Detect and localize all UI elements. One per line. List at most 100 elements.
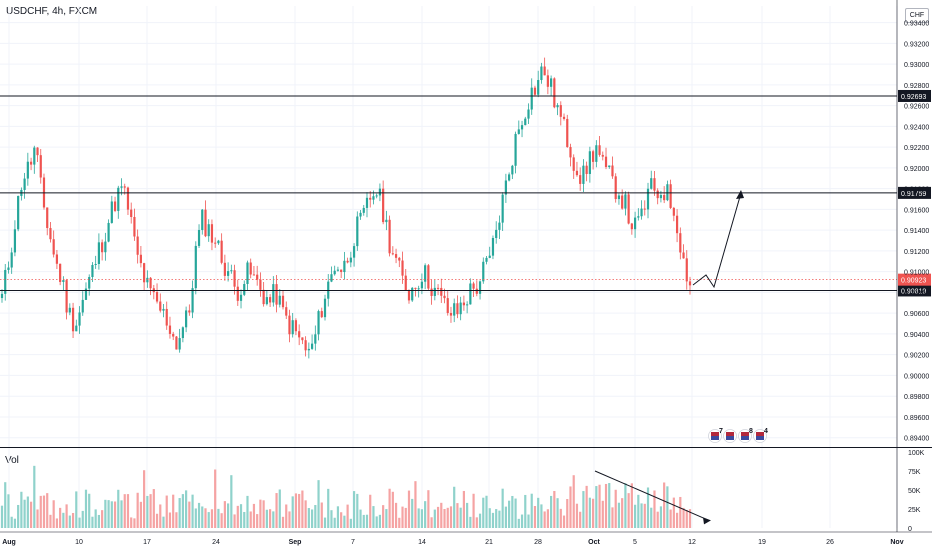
volume-bar [162,516,165,528]
level-tag-label: 0.91759 [901,191,926,198]
volume-bar [133,518,136,528]
candle-body [543,66,546,76]
time-tick-label: 21 [485,539,493,546]
candle-body [430,288,433,296]
candle-body [682,252,685,259]
candle-body [475,288,478,294]
candle-body [133,216,136,237]
candle-body [611,165,614,177]
volume-bar [643,503,646,528]
candle-body [540,66,543,81]
candle-body [4,269,7,294]
candle-body [666,184,669,201]
volume-bar [498,510,501,528]
volume-bar [611,507,614,528]
candle-body [630,223,633,230]
volume-bar [449,506,453,528]
candle-body [123,186,126,188]
candle-body [288,315,291,335]
time-tick-label: 12 [688,539,696,546]
candle-body [456,303,459,315]
volume-bar [543,511,546,528]
volume-bar [201,506,204,528]
volume-bar [46,493,49,528]
currency-badge[interactable]: CHF [905,8,929,23]
volume-bar [517,518,520,528]
candle-body [511,165,514,175]
volume-bar [553,490,556,528]
candle-body [214,242,217,244]
volume-bar [569,486,572,528]
candle-body [181,327,184,339]
candle-body [417,288,420,290]
event-flag-stripe [726,432,734,436]
volume-bar [88,493,91,528]
candle-body [59,263,62,282]
candle-body [294,320,298,332]
time-tick-label: 17 [143,539,151,546]
volume-bar [78,517,81,528]
volume-bar [382,505,385,528]
volume-bar [194,508,197,528]
candle-body [236,286,239,301]
volume-tick-label: 100K [908,450,925,457]
volume-bar [475,517,478,528]
volume-bar [204,508,207,528]
candle-body [17,195,20,230]
candle-body [462,302,465,306]
volume-bar [433,509,436,528]
candle-body [104,241,107,253]
candle-body [588,151,591,174]
volume-bar [501,488,504,528]
price-tick-label: 0.90600 [904,311,929,318]
event-count-label: 8 [749,428,753,435]
time-tick-label: 5 [633,539,637,546]
support-resistance-lines: 0.92693 0.91759 0.90819 0.90923 [0,89,931,297]
volume-tick-label: 50K [908,488,921,495]
candle-body [110,201,113,223]
volume-bar [430,517,433,528]
volume-bar [285,504,288,528]
volume-bar [39,495,42,528]
volume-bar [81,510,84,528]
candle-body [637,216,640,218]
volume-bar [246,495,249,528]
candle-body [365,197,369,208]
volume-bar [682,507,685,528]
time-tick-label: Oct [588,539,600,546]
volume-bar [588,497,591,528]
volume-bar [110,501,113,528]
candle-body [52,239,55,255]
volume-bar [372,506,375,528]
candle-body [520,125,524,130]
time-tick-label: 24 [212,539,220,546]
volume-bar [172,494,175,528]
candle-body [26,161,29,179]
volume-bar [566,499,569,528]
price-tick-label: 0.90800 [904,290,929,297]
volume-tick-label: 0 [908,526,912,533]
volume-bar [91,516,94,528]
candle-body [265,297,268,305]
volume-bar [669,509,672,528]
volume-bar [181,494,184,528]
candle-body [346,260,349,263]
level-tag-label: 0.90819 [901,288,926,295]
volume-bar [459,507,462,528]
volume-bar [646,487,650,528]
candle-body [304,340,307,351]
candle-body [252,274,256,276]
candle-body [679,233,682,253]
candle-body [188,310,191,313]
volume-bar [10,516,13,528]
volume-bar [417,508,420,528]
price-tick-label: 0.92800 [904,83,929,90]
volume-bar [239,504,243,528]
volume-bar [126,494,130,528]
volume-bar [604,483,608,528]
volume-bar [227,503,230,528]
candle-body [340,269,343,273]
level-tag [898,89,931,102]
candle-body [414,287,417,289]
